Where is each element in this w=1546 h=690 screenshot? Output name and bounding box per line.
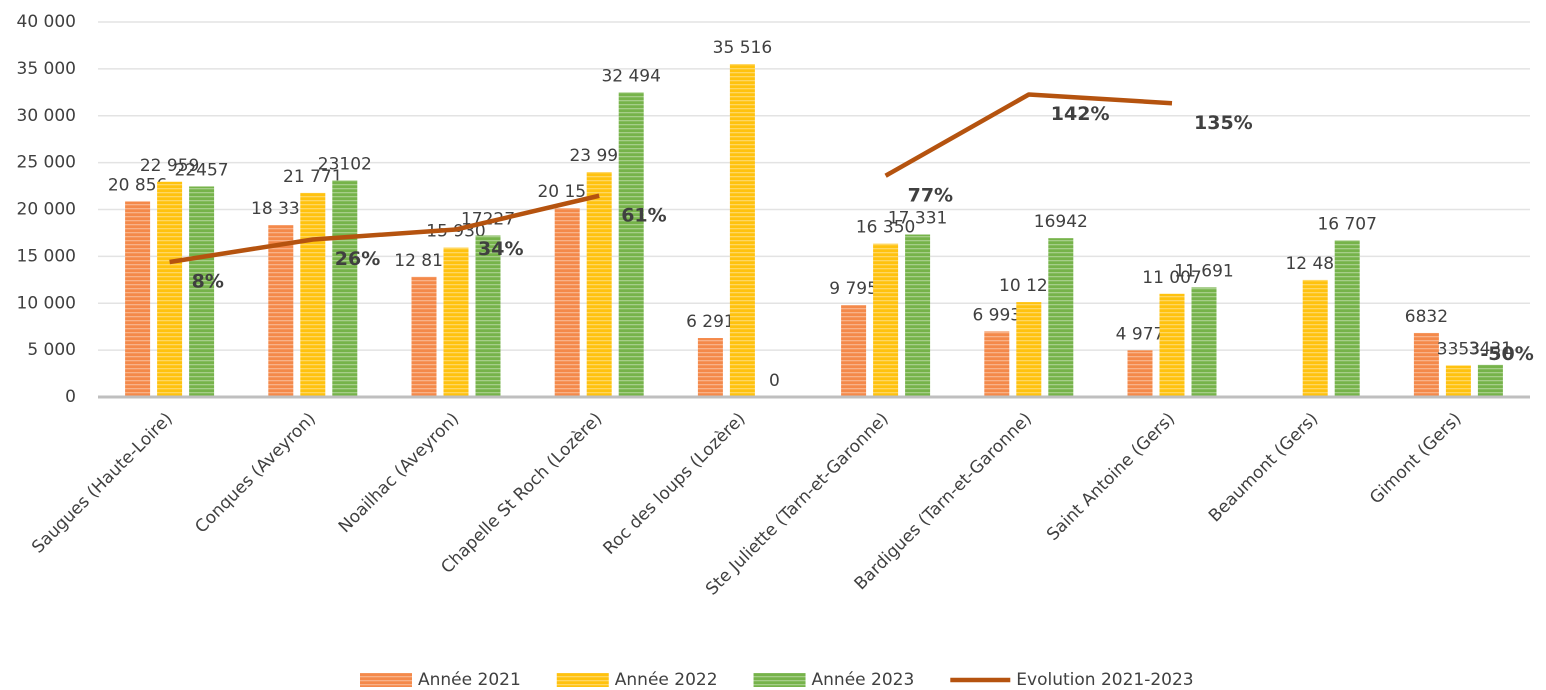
y-tick-label: 25 000 (17, 153, 76, 173)
bar-data-label: 35 516 (713, 38, 772, 58)
bar (1016, 302, 1042, 397)
bar (332, 180, 358, 397)
bar-data-label: 3431 (1469, 339, 1512, 359)
bar (189, 186, 215, 397)
x-tick-label: Conques (Aveyron) (191, 409, 319, 537)
x-tick-label: Saint Antoine (Gers) (1043, 409, 1179, 545)
x-tick-label: Chapelle St Roch (Lozère) (437, 409, 606, 578)
line-data-label: 142% (1051, 103, 1110, 125)
bar-data-label: 11 691 (1174, 261, 1233, 281)
bar (475, 235, 501, 397)
bar-data-label: 20 856 (108, 175, 167, 195)
y-tick-label: 5 000 (27, 340, 76, 360)
y-tick-label: 10 000 (17, 293, 76, 313)
bar-data-label: 6832 (1405, 307, 1448, 327)
legend-swatch (753, 673, 806, 687)
bar-data-label: 0 (769, 371, 780, 391)
bar-data-label: 23102 (318, 154, 372, 174)
bar (554, 208, 580, 397)
line-data-label: 77% (908, 184, 953, 206)
bar-data-label: 10 122 (999, 276, 1058, 296)
bar (1477, 364, 1503, 397)
line-data-label: 34% (478, 238, 523, 260)
line-data-label: 26% (335, 248, 380, 270)
bar (157, 181, 183, 397)
bar (1445, 365, 1471, 397)
bar (1334, 240, 1360, 397)
bar-data-label: 12 818 (394, 251, 453, 271)
bar-data-label: 21 771 (283, 167, 342, 187)
bar (618, 92, 644, 398)
bar-data-label: 6 291 (686, 312, 735, 332)
x-tick-label: Gimont (Gers) (1366, 409, 1465, 508)
line-data-label: 135% (1194, 112, 1253, 134)
bar (300, 192, 326, 397)
bar (841, 305, 867, 397)
bar (873, 243, 899, 397)
line-data-label: -50% (1480, 343, 1533, 365)
bar (1048, 238, 1074, 397)
bar-data-label: 16 350 (856, 218, 915, 238)
bar (411, 276, 437, 397)
bar-data-label: 4 977 (1116, 324, 1165, 344)
x-tick-label: Roc des loups (Lozère) (600, 409, 750, 559)
legend-label: Année 2022 (615, 670, 718, 690)
bar (1302, 279, 1328, 397)
bar-data-label: 22 959 (140, 156, 199, 176)
line-data-label: 8% (192, 271, 224, 293)
bar (984, 331, 1010, 397)
legend-label: Année 2023 (812, 670, 915, 690)
bar-data-label: 16 707 (1317, 214, 1376, 234)
bar-data-label: 15 930 (426, 222, 485, 242)
bar-data-label: 32 494 (601, 66, 660, 86)
bar (125, 201, 151, 397)
bar-data-label: 12 487 (1285, 254, 1344, 274)
legend-swatch (360, 673, 412, 687)
y-tick-label: 15 000 (17, 246, 76, 266)
legend-label: Evolution 2021-2023 (1016, 670, 1193, 690)
bar (586, 172, 612, 397)
bar (1191, 287, 1217, 397)
bar-data-label: 17 331 (888, 209, 947, 229)
bar-data-label: 6 993 (972, 305, 1021, 325)
bar-data-label: 23 996 (569, 146, 628, 166)
bar (905, 234, 931, 397)
line-data-label: 61% (621, 204, 666, 226)
x-tick-label: Beaumont (Gers) (1205, 409, 1322, 526)
bar (1127, 350, 1153, 397)
y-tick-label: 0 (65, 387, 76, 407)
y-tick-label: 20 000 (17, 200, 76, 220)
legend-label: Année 2021 (418, 670, 521, 690)
bar-data-label: 3353 (1437, 340, 1480, 360)
legend-swatch (556, 673, 609, 687)
x-tick-label: Saugues (Haute-Loire) (28, 409, 177, 558)
bar-data-label: 22457 (175, 160, 229, 180)
bar-data-label: 18 334 (251, 199, 310, 219)
bar-data-label: 11 007 (1142, 268, 1201, 288)
bar (268, 225, 294, 397)
bar (729, 64, 755, 397)
bar (443, 247, 469, 397)
evolution-line (170, 95, 1459, 335)
y-tick-label: 30 000 (17, 106, 76, 126)
bar-data-label: 9 795 (829, 279, 878, 299)
bar (1159, 293, 1185, 397)
bar (1413, 332, 1439, 397)
y-tick-label: 35 000 (17, 59, 76, 79)
x-tick-label: Noailhac (Aveyron) (335, 409, 463, 537)
bar-data-label: 20 150 (537, 182, 596, 202)
y-tick-label: 40 000 (17, 12, 76, 32)
bar-data-label: 16942 (1034, 212, 1088, 232)
bar (697, 338, 723, 397)
